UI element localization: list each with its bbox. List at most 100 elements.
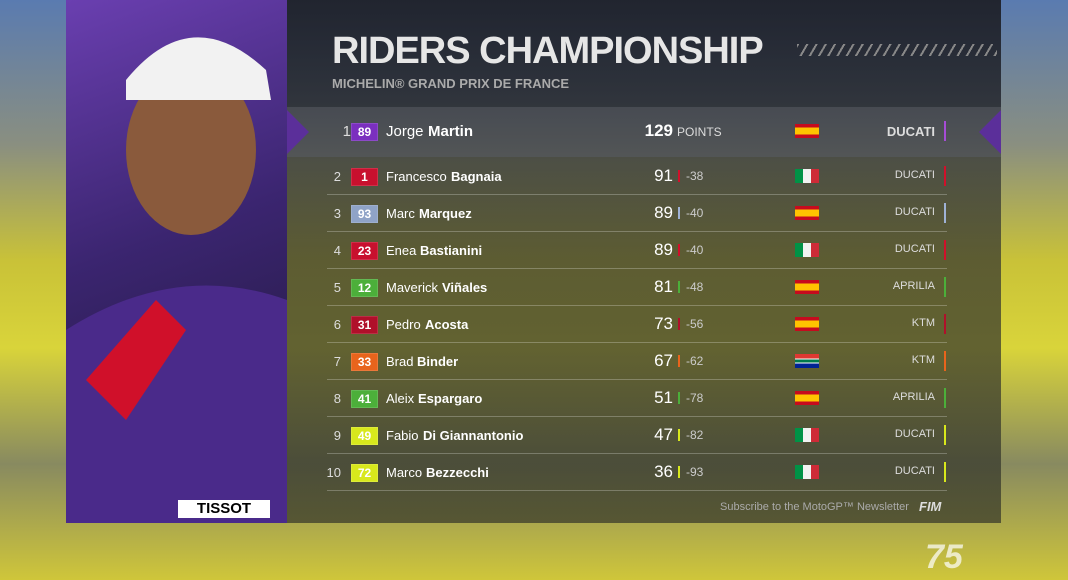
first-name: Brad [386,353,414,369]
last-name: Bastianini [420,242,483,258]
points: 36 [654,462,673,481]
points: 89 [654,203,673,222]
last-name: Marquez [419,205,472,221]
rider-number: 12 [351,279,378,297]
first-name: Enea [386,242,417,258]
first-name: Jorge [386,122,424,140]
rider-number: 33 [351,353,378,371]
flag [795,354,819,368]
team-color-bar [944,277,946,297]
team-color-bar [944,425,946,445]
team-color-bar [944,121,946,141]
first-name: Fabio [386,427,419,443]
team: DUCATI [886,124,935,139]
gap: -40 [686,243,704,257]
gap: -38 [686,169,704,183]
rider-number: 31 [351,316,378,334]
first-name: Aleix [386,390,415,406]
flag [795,280,819,294]
row-separator [327,416,947,417]
points: 91 [654,166,673,185]
points-unit: POINTS [677,125,722,139]
gap-divider [678,429,680,441]
team-color-bar [944,203,946,223]
standings-panel: RIDERS CHAMPIONSHIP MICHELIN® GRAND PRIX… [287,0,1001,523]
flag [795,391,819,405]
position: 1 [342,122,351,140]
first-name: Maverick [386,279,439,295]
gap: -62 [686,354,704,368]
fim-logo: FIM [919,499,942,514]
position: 10 [326,464,341,480]
points: 129 [644,121,673,140]
position: 4 [333,242,341,258]
gap-divider [678,281,680,293]
leader-highlight [287,107,1001,157]
decoration-stripes [797,44,997,56]
first-name: Marc [386,205,415,221]
newsletter-text: Subscribe to the MotoGP™ Newsletter [720,501,909,513]
team: KTM [911,317,935,329]
position: 6 [333,316,341,332]
last-name: Espargaro [418,390,483,406]
gap-divider [678,466,680,478]
position: 8 [333,390,341,406]
gap: -40 [686,206,704,220]
points: 47 [654,425,673,444]
team-color-bar [944,388,946,408]
row-separator [327,194,947,195]
title: RIDERS CHAMPIONSHIP [332,30,764,72]
last-name: Binder [417,353,459,369]
team: KTM [911,354,935,366]
position: 2 [333,168,341,184]
first-name: Pedro [386,316,421,332]
gap: -93 [686,465,704,479]
flag [795,206,819,220]
last-name: Martin [428,122,473,140]
last-name: Di Giannantonio [423,427,524,443]
row-separator [327,305,947,306]
points: 51 [654,388,673,407]
flag [795,243,819,257]
rider-number: 49 [351,427,378,445]
rider-number: 72 [351,464,378,482]
team-color-bar [944,314,946,334]
first-name: Marco [386,464,423,480]
gap: -48 [686,280,704,294]
points: 81 [654,277,673,296]
gap: -56 [686,317,704,331]
flag [795,169,819,183]
team: DUCATI [894,206,935,218]
position: 5 [333,279,341,295]
rider-photo: TISSOT [66,0,287,523]
points: 89 [654,240,673,259]
gap-divider [678,170,680,182]
rider-illustration [66,37,287,523]
gap-divider [678,355,680,367]
gap-divider [678,207,680,219]
points: 73 [654,314,673,333]
row-separator [327,490,947,491]
position: 7 [333,353,341,369]
gap-divider [678,392,680,404]
position: 9 [333,427,341,443]
flag [795,465,819,479]
rider-number: 1 [351,168,378,186]
row-separator [327,379,947,380]
gap: -78 [686,391,704,405]
last-name: Viñales [442,279,488,295]
flag [795,124,819,138]
rider-number: 93 [351,205,378,223]
last-name: Bezzecchi [426,464,489,480]
row-separator [327,268,947,269]
team: DUCATI [894,243,935,255]
team-color-bar [944,351,946,371]
rider-number: 89 [351,123,378,141]
first-name: Francesco [386,168,447,184]
team-color-bar [944,166,946,186]
rows: 1 89 Jorge Martin 129 POINTS DUCATI 2 1 Francesco… [287,0,1001,523]
flag [795,317,819,331]
gap-divider [678,318,680,330]
team-color-bar [944,240,946,260]
